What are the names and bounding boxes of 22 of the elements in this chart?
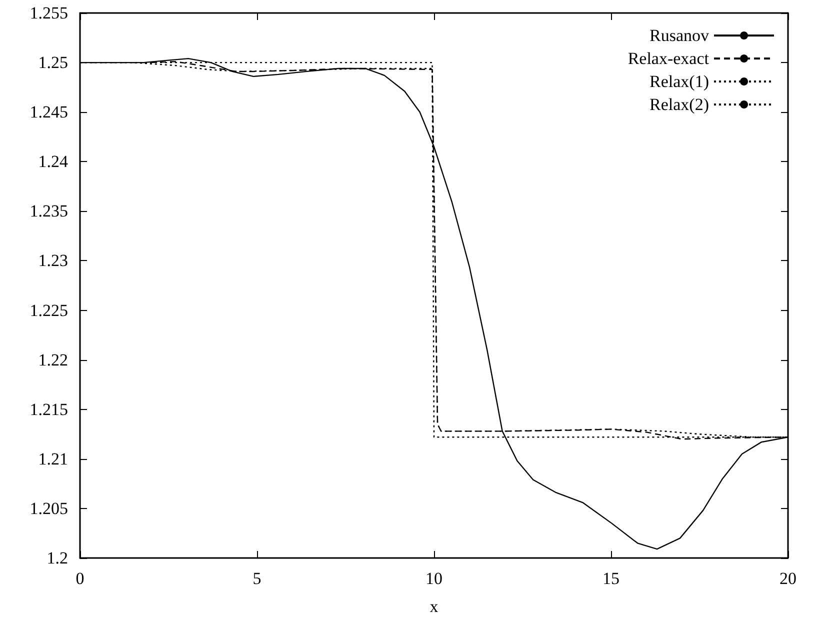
y-tick-label: 1.2 xyxy=(46,548,68,568)
y-tick-label: 1.255 xyxy=(30,4,68,22)
legend-label: Relax(2) xyxy=(650,95,709,114)
x-tick-label: 0 xyxy=(76,569,84,588)
y-tick-label: 1.22 xyxy=(38,350,68,370)
x-tick-label: 5 xyxy=(252,569,262,588)
legend-label: Rusanov xyxy=(650,26,710,45)
x-tick-label: 20 xyxy=(780,569,796,588)
x-tick-label: 10 xyxy=(426,569,442,588)
y-tick-label: 1.24 xyxy=(38,152,68,172)
legend-label: Relax-exact xyxy=(628,49,710,68)
x-tick-label: 15 xyxy=(602,569,620,588)
legend-label: Relax(1) xyxy=(650,72,709,91)
y-tick-label: 1.25 xyxy=(38,53,68,72)
y-tick-label: 1.245 xyxy=(30,102,68,122)
y-tick-label: 1.23 xyxy=(38,251,68,270)
y-tick-label: 1.225 xyxy=(30,300,68,320)
y-tick-label: 1.21 xyxy=(38,449,68,468)
y-tick-label: 1.215 xyxy=(30,400,68,419)
x-axis-title: x xyxy=(430,597,439,616)
y-tick-label: 1.205 xyxy=(30,498,68,518)
y-tick-label: 1.235 xyxy=(30,202,68,221)
